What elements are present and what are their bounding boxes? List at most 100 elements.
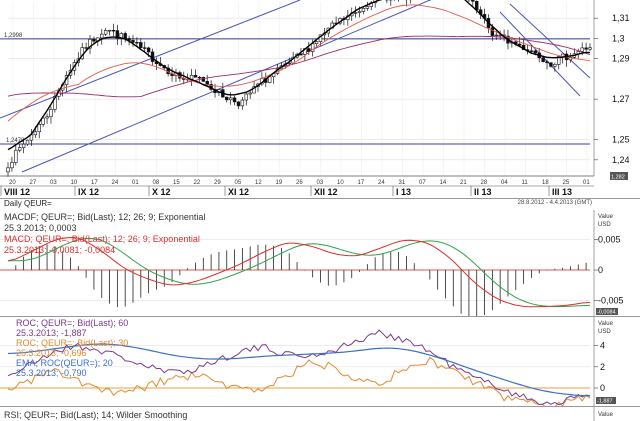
- candle-body: [471, 0, 475, 2]
- date-tick-label: 08: [153, 180, 160, 186]
- candle-body: [299, 53, 303, 56]
- candle-body: [205, 81, 209, 85]
- macd-legend-entry: 25.3.2013; -0,0081; -0,0084: [4, 245, 115, 255]
- roc-legend-entry: 25.3.2013; -0,696: [16, 348, 87, 358]
- candle-body: [248, 92, 252, 95]
- date-tick-label: 25: [563, 180, 570, 186]
- month-label: II 13: [474, 187, 492, 197]
- price-y-axis: 1,31 1,3 1,29 1,27 1,25 1,24 1,282: [593, 0, 630, 181]
- roc-value-badge: [596, 397, 616, 404]
- date-tick-label: 11: [522, 180, 529, 186]
- date-tick-label: 04: [501, 180, 508, 186]
- macd-histogram: [15, 244, 587, 316]
- candle-body: [92, 38, 96, 42]
- month-label: VIII 12: [4, 187, 30, 197]
- price-tick-label: 1,25: [612, 135, 630, 145]
- date-tick-label: 05: [235, 180, 242, 186]
- candle-body: [361, 8, 366, 12]
- ma-medium-line: [7, 4, 591, 122]
- candle-body: [365, 6, 370, 9]
- macd-signal-line: [8, 237, 591, 308]
- candle-body: [53, 96, 57, 110]
- month-label: XII 12: [314, 187, 338, 197]
- candle-body: [25, 139, 30, 145]
- roc-30-line: [7, 356, 591, 407]
- month-label: I 13: [396, 187, 411, 197]
- candle-body: [10, 162, 14, 169]
- candle-body: [549, 62, 553, 67]
- macd-tick-label: 0,005: [598, 234, 621, 244]
- rsi-y-axis: Value: [593, 407, 614, 421]
- roc-tick-label: 4: [600, 341, 605, 351]
- macd-legend-entry: MACDF; QEUR=; Bid(Last); 12; 26; 9; Expo…: [4, 212, 205, 222]
- candle-body: [193, 74, 198, 78]
- last-value-text: 1,282: [611, 175, 625, 181]
- candle-body: [41, 117, 45, 125]
- candle-body: [49, 109, 53, 118]
- ema-roc-line: [7, 343, 591, 397]
- price-tick-label: 1,27: [612, 94, 630, 104]
- date-tick-label: 10: [337, 180, 344, 186]
- roc-legend-entry: ROC; QEUR=; Bid(Last); 60: [16, 318, 128, 328]
- candle-body: [314, 41, 319, 44]
- candle-body: [228, 97, 233, 101]
- macd-tick-label: -0,005: [598, 296, 624, 306]
- candle-body: [307, 48, 311, 52]
- date-tick-label: 24: [112, 180, 119, 186]
- candle-body: [533, 50, 538, 54]
- date-tick-label: 17: [358, 180, 365, 186]
- roc-y-axis: Value USD 4 2 0 -1,887: [593, 317, 616, 407]
- date-tick-label: 26: [296, 180, 303, 186]
- macd-tick-label: 0: [598, 265, 603, 275]
- down-channel-upper: [509, 3, 591, 79]
- candle-body: [107, 29, 112, 32]
- price-tick-label: 1,24: [612, 155, 630, 165]
- roc-value-text: -1,887: [597, 399, 613, 405]
- candle-body: [197, 76, 202, 79]
- candle-body: [14, 149, 18, 163]
- candle-body: [557, 56, 561, 65]
- candle-body: [232, 97, 237, 103]
- rsi-legend-entry: RSI; QEUR=; Bid(Last); 14; Wilder Smooth…: [4, 410, 187, 420]
- value-axis-unit: USD: [598, 222, 611, 228]
- candle-body: [475, 0, 479, 11]
- value-axis-title: Value: [598, 412, 614, 418]
- date-tick-label: 20: [9, 180, 16, 186]
- date-tick-label: 17: [91, 180, 98, 186]
- date-tick-label: 24: [378, 180, 385, 186]
- macd-legend-entry: MACD; QEUR=; Bid(Last); 12; 26; 9; Expon…: [4, 234, 200, 244]
- month-label: III 13: [552, 187, 572, 197]
- candle-body: [6, 167, 10, 173]
- macd-lines: [7, 236, 591, 308]
- candle-body: [127, 38, 131, 41]
- candle-body: [357, 11, 362, 13]
- macd-value-text: -0,0084: [597, 310, 616, 316]
- month-label: IX 12: [78, 187, 99, 197]
- candle-body: [37, 124, 41, 133]
- price-tick-label: 1,29: [612, 54, 630, 64]
- date-tick-label: 01: [132, 180, 139, 186]
- candle-body: [236, 101, 241, 107]
- last-value-badge: [610, 172, 628, 180]
- candle-body: [111, 29, 116, 32]
- candle-body: [545, 61, 549, 64]
- roc-legend-entry: 25.3.2013; -1,887: [16, 328, 87, 338]
- roc-60-line: [7, 329, 591, 406]
- candle-body: [553, 64, 557, 67]
- candle-body: [131, 40, 135, 43]
- roc-legend-entry: 25.3.2013; -0,790: [16, 368, 87, 378]
- reference-line-label: 1,2478: [6, 138, 25, 144]
- candle-body: [143, 47, 147, 49]
- candle-body: [588, 47, 592, 50]
- macd-value-badge: [596, 308, 618, 315]
- macd-y-axis: Value USD 0,005 0 -0,005 -0,0084: [593, 210, 624, 316]
- macd-header: Daily QEUR= 28.8.2012 - 4.4.2013 (GMT): [0, 198, 640, 211]
- candle-body: [201, 77, 206, 82]
- price-chart: 1,2998 1,2478 1,31 1,3 1,29 1,27 1,25 1,24 1,28…: [0, 0, 640, 198]
- value-axis-title: Value: [598, 214, 614, 220]
- candle-body: [84, 47, 88, 49]
- candle-body: [100, 33, 104, 39]
- candle-body: [88, 38, 92, 49]
